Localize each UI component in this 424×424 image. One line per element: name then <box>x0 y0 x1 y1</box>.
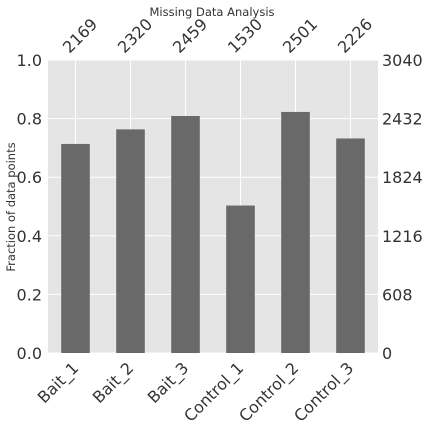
bar <box>171 116 200 353</box>
x-tick-label: Control_3 <box>290 358 358 424</box>
bar <box>281 112 310 353</box>
right-tick-labels: 0 608 1216 1824 2432 3040 <box>382 51 423 363</box>
right-tick-label: 0 <box>382 344 392 363</box>
y-axis-label: Fraction of data points <box>4 142 18 271</box>
count-label: 2226 <box>334 15 376 57</box>
plot-background <box>48 60 378 353</box>
bar <box>116 129 145 353</box>
bar <box>336 138 365 353</box>
right-tick-label: 608 <box>382 285 413 304</box>
x-tick-labels: Bait_1 Bait_2 Bait_3Control_1Control_2Cont… <box>34 358 358 424</box>
left-tick-labels: 0.0 0.2 0.4 0.6 0.8 1.0 <box>17 51 42 363</box>
count-label: 1530 <box>224 15 266 57</box>
right-tick-label: 2432 <box>382 110 423 129</box>
right-tick-label: 3040 <box>382 51 423 70</box>
count-label: 2320 <box>114 15 156 57</box>
x-tick-label: Bait_2 <box>89 358 138 407</box>
left-tick-label: 0.4 <box>17 227 42 246</box>
chart-title: Missing Data Analysis <box>149 5 274 19</box>
left-tick-label: 1.0 <box>17 51 42 70</box>
bar <box>226 206 255 353</box>
x-tick-label: Bait_1 <box>34 358 83 407</box>
right-tick-label: 1216 <box>382 227 423 246</box>
left-tick-label: 0.2 <box>17 285 42 304</box>
count-labels: 2169 2320 2459 1530 2501 2226 <box>59 15 376 57</box>
bar <box>61 144 90 353</box>
count-label: 2169 <box>59 15 101 57</box>
count-label: 2501 <box>279 15 321 57</box>
left-tick-label: 0.0 <box>17 344 42 363</box>
x-tick-label: Bait_3 <box>144 358 193 407</box>
count-label: 2459 <box>169 15 211 57</box>
left-tick-label: 0.8 <box>17 110 42 129</box>
left-tick-label: 0.6 <box>17 168 42 187</box>
right-tick-label: 1824 <box>382 168 423 187</box>
